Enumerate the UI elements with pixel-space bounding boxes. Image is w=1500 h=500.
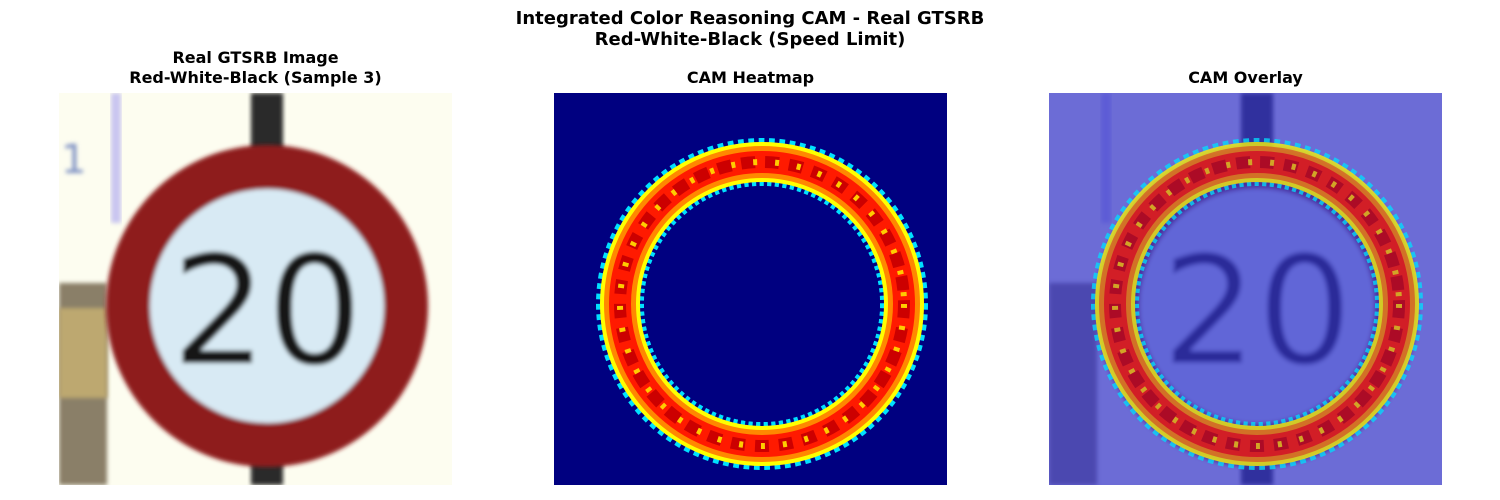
panel-title-original: Real GTSRB Image Red-White-Black (Sample…: [59, 48, 452, 88]
figure-title: Integrated Color Reasoning CAM - Real GT…: [0, 8, 1500, 50]
panel-title-heatmap-line-1: CAM Heatmap: [686, 68, 815, 87]
cam-heatmap: [554, 93, 947, 485]
cam-heatmap-panel: [554, 93, 947, 485]
sign-face: [150, 189, 384, 423]
panel-title-original-line-2: Red-White-Black (Sample 3): [129, 68, 382, 87]
overlay-heat-ring: [1091, 138, 1423, 470]
cam-overlay: 20: [1049, 93, 1442, 485]
panel-title-overlay-line-1: CAM Overlay: [1188, 68, 1303, 87]
panel-title-overlay: CAM Overlay: [1049, 68, 1442, 88]
original-image-panel: 1 20: [59, 93, 452, 485]
original-image: 1 20: [59, 93, 452, 485]
figure-title-line-1: Integrated Color Reasoning CAM - Real GT…: [515, 8, 985, 29]
panel-title-original-line-1: Real GTSRB Image: [172, 48, 339, 67]
svg-text:1: 1: [61, 137, 86, 183]
panel-title-heatmap: CAM Heatmap: [554, 68, 947, 88]
speed-limit-sign: 20: [106, 145, 428, 467]
sign-number: 20: [172, 225, 363, 399]
cam-overlay-panel: 20: [1049, 93, 1442, 485]
figure-title-line-2: Red-White-Black (Speed Limit): [594, 29, 906, 50]
heatmap-ring: [596, 138, 928, 470]
